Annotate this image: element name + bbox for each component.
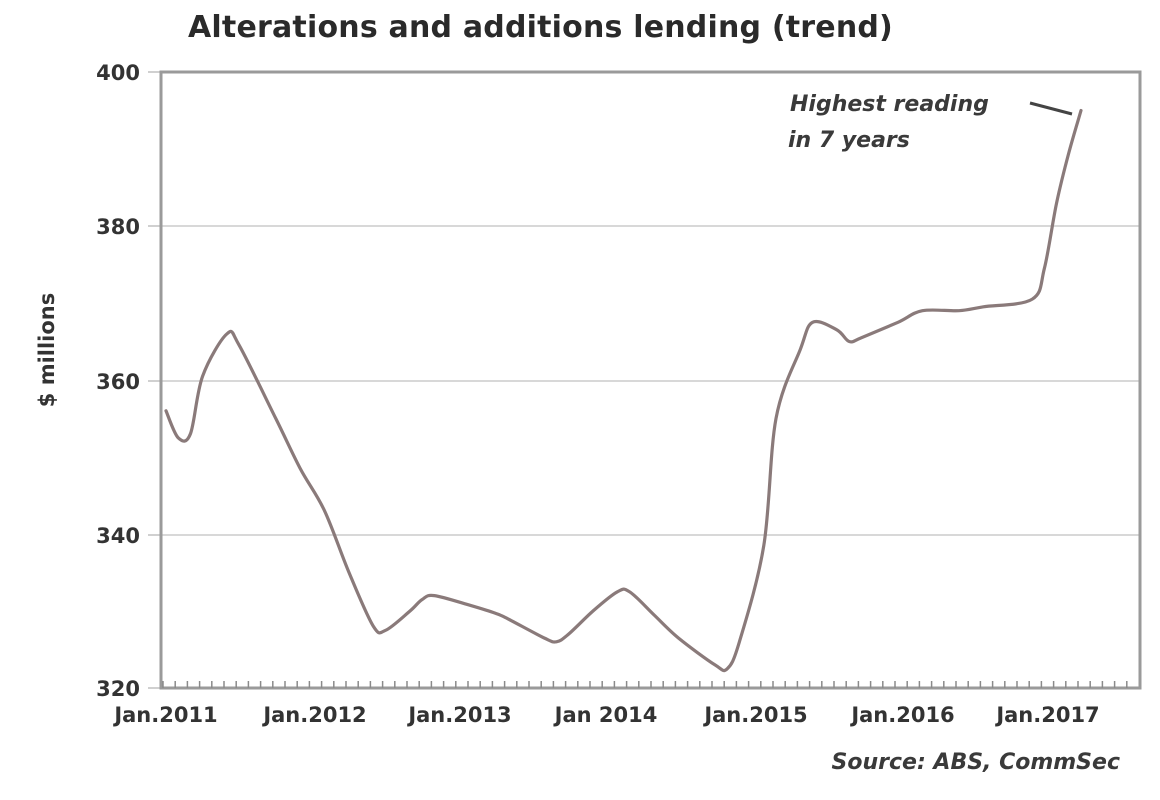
ytick-400: 400 bbox=[96, 61, 140, 85]
chart-title: Alterations and additions lending (trend… bbox=[188, 10, 893, 45]
ytick-marks bbox=[148, 71, 161, 689]
xtick-2014: Jan 2014 bbox=[553, 703, 658, 727]
series-line bbox=[164, 108, 1083, 673]
annotation: Highest reading in 7 years bbox=[788, 92, 1073, 153]
y-axis-labels: 400 380 360 340 320 bbox=[96, 61, 140, 701]
ytick-320: 320 bbox=[96, 677, 140, 701]
ytick-360: 360 bbox=[96, 370, 140, 394]
xtick-2016: Jan.2016 bbox=[849, 703, 954, 727]
xtick-2013: Jan.2013 bbox=[406, 703, 511, 727]
ytick-340: 340 bbox=[96, 524, 140, 548]
annotation-line2: in 7 years bbox=[788, 128, 910, 153]
gridlines bbox=[161, 225, 1140, 536]
xtick-2011: Jan.2011 bbox=[112, 703, 217, 727]
annotation-pointer bbox=[1029, 101, 1073, 116]
xtick-2012: Jan.2012 bbox=[261, 703, 366, 727]
xtick-2017: Jan.2017 bbox=[994, 703, 1099, 727]
xtick-2015: Jan.2015 bbox=[702, 703, 807, 727]
ytick-380: 380 bbox=[96, 215, 140, 239]
x-minor-ticks bbox=[162, 681, 1128, 688]
y-axis-title: $ millions bbox=[35, 293, 59, 407]
source-note: Source: ABS, CommSec bbox=[831, 750, 1120, 775]
annotation-line1: Highest reading bbox=[790, 92, 989, 117]
x-axis-labels: Jan.2011 Jan.2012 Jan.2013 Jan 2014 Jan.… bbox=[112, 703, 1099, 727]
